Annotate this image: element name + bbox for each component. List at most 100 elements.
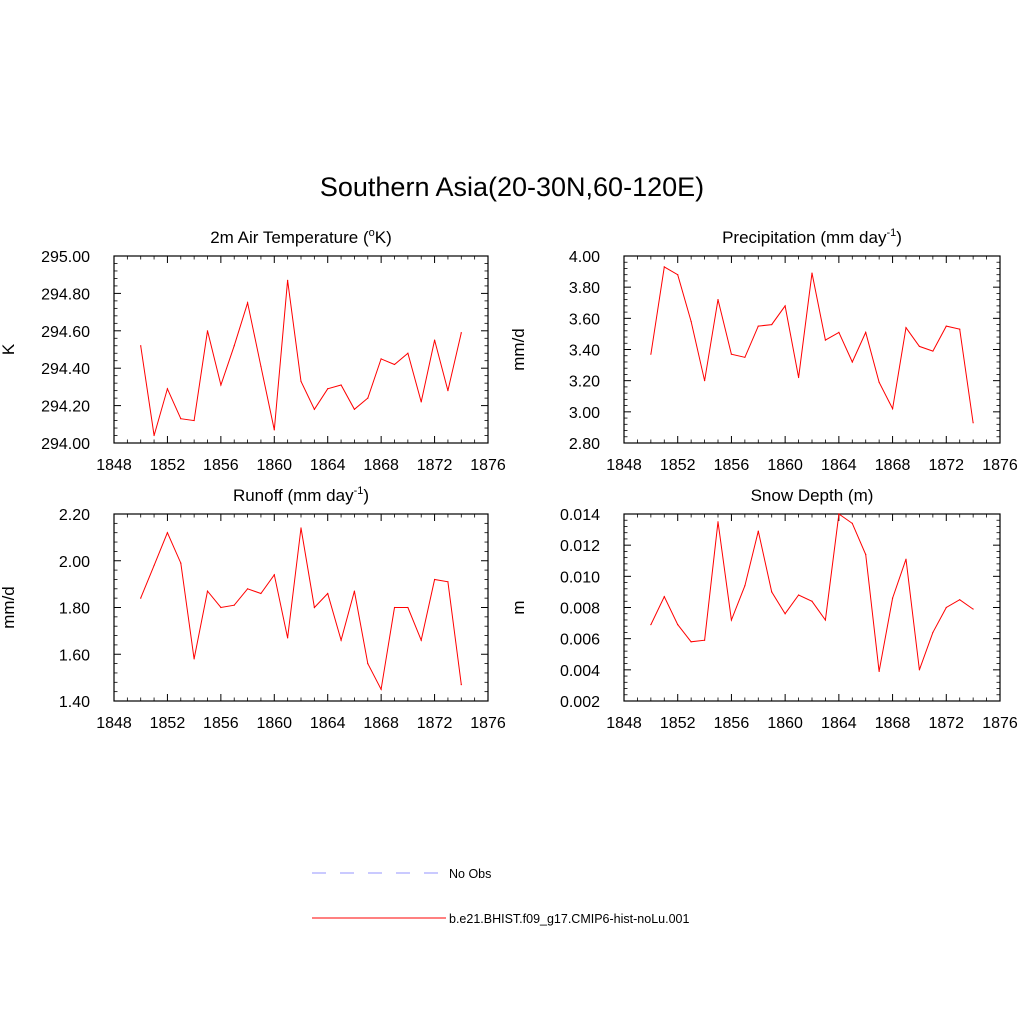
data-point [717,299,719,301]
y-tick-label: 3.20 [569,374,600,391]
y-axis-label: mm/d [509,328,528,371]
data-point [273,574,275,576]
x-tick-label: 1868 [875,715,911,732]
legend-model-label: b.e21.BHIST.f09_g17.CMIP6-hist-noLu.001 [449,912,689,926]
x-tick-label: 1856 [203,457,239,474]
data-point [771,591,773,593]
y-tick-label: 0.006 [560,632,600,649]
panel-title-end: K) [375,228,392,247]
panel-title: Snow Depth (m) [751,486,874,505]
panel-snow: 1848 1852 1856 1860 1864 1868 1872 1876 0.002 0.0… [509,486,1018,732]
data-point [447,581,449,583]
panel-title-main: Precipitation (mm day [722,228,887,247]
x-tick-label: 1860 [256,715,292,732]
data-point [650,353,652,355]
data-point [313,606,315,609]
data-point [811,272,813,274]
data-point [313,408,315,410]
x-tick-label: 1852 [660,715,696,732]
data-point [945,325,947,327]
y-tick-label: 4.00 [569,249,600,266]
x-tick-label: 1868 [363,457,399,474]
data-point [932,631,934,634]
figure-title: Southern Asia(20-30N,60-120E) [319,172,705,202]
data-point [393,363,396,366]
x-tick-label: 1848 [96,457,132,474]
y-tick-label: 0.014 [560,507,600,524]
data-point [972,422,974,424]
data-point [784,305,786,307]
y-tick-label: 295.00 [41,249,90,266]
data-point [153,564,155,567]
data-point [865,553,867,556]
x-tick-label: 1864 [821,715,857,732]
panel-title-superscript: -1 [354,485,364,497]
data-point [206,590,209,592]
y-tick-label: 0.004 [560,663,600,680]
panel-air-temp: 1848 1852 1856 1860 1864 1868 1872 1876 294.00 29… [0,227,506,474]
data-point [959,599,961,601]
data-point [246,588,249,590]
x-tick-label: 1872 [417,715,453,732]
data-point [757,325,759,327]
plot-frame [113,513,489,702]
data-point [663,266,665,268]
data-point [744,585,746,587]
data-point [757,530,759,532]
x-tick-label: 1856 [203,715,239,732]
data-point [433,578,436,581]
data-point [824,339,827,341]
data-point [932,350,934,352]
x-tick-label: 1848 [606,715,642,732]
y-tick-label: 2.80 [569,436,600,453]
x-tick-label: 1852 [150,715,186,732]
y-tick-label: 2.00 [59,554,90,571]
x-tick-label: 1868 [363,715,399,732]
data-point [838,331,840,333]
data-point [650,624,652,626]
data-point [891,597,894,599]
data-point [771,323,773,326]
panel-title: Precipitation (mm day-1) [722,227,902,247]
series-line [650,513,974,672]
data-point [367,663,369,665]
x-tick-label: 1876 [470,457,506,474]
data-point [300,380,302,382]
chart-panels: 1848 1852 1856 1860 1864 1868 1872 1876 294.00 29… [0,227,1018,732]
data-point [153,434,155,437]
legend-obs-label: No Obs [449,867,491,881]
data-point [838,513,840,515]
x-tick-label: 1860 [767,715,803,732]
x-tick-label: 1876 [982,715,1018,732]
data-point [851,522,853,524]
data-point [690,641,692,643]
data-point [784,613,786,615]
data-point [327,592,329,595]
data-point [447,390,449,392]
data-point [393,606,396,609]
x-tick-label: 1852 [660,457,696,474]
x-tick-label: 1868 [875,457,911,474]
x-tick-label: 1864 [821,457,857,474]
data-point [851,361,853,363]
y-tick-label: 1.80 [59,601,90,618]
data-point [433,339,436,341]
panel-title-end: ) [363,486,369,505]
data-point [367,397,369,399]
data-point [420,401,422,403]
y-tick-label: 294.00 [41,436,90,453]
series-line [140,527,462,691]
series-line [140,280,462,436]
data-point [703,380,706,382]
x-tick-label: 1876 [982,457,1018,474]
data-point [905,558,907,560]
data-point [703,639,706,641]
data-point [797,594,800,596]
y-tick-label: 1.40 [59,694,90,711]
data-point [811,600,813,602]
data-point [206,330,209,332]
panel-precip: 1848 1852 1856 1860 1864 1868 1872 1876 2.80 3.00… [509,227,1018,474]
y-tick-label: 2.20 [59,507,90,524]
y-tick-label: 3.80 [569,280,600,297]
data-point [972,608,974,610]
